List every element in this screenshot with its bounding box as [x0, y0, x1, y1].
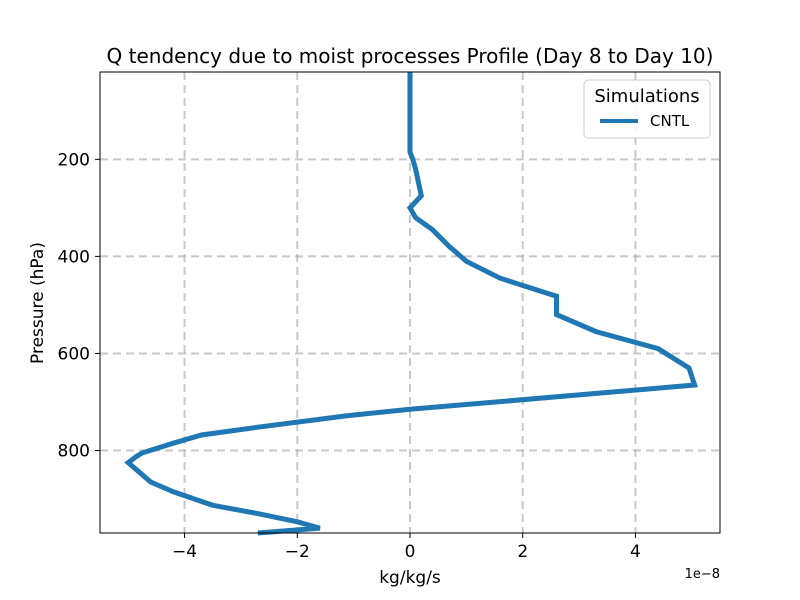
x-tick-label: 4 [630, 542, 641, 562]
x-axis-ticks: −4 −2 0 2 4 [172, 533, 641, 562]
y-axis-label: Pressure (hPa) [28, 242, 48, 364]
x-axis-label: kg/kg/s [379, 568, 441, 588]
legend-box [583, 79, 711, 139]
y-tick-label: 800 [58, 442, 90, 462]
series-line-cntl [124, 72, 698, 536]
x-tick-label: −2 [285, 542, 310, 562]
y-axis-ticks: 200 400 600 800 [58, 150, 100, 462]
x-tick-label: −4 [172, 542, 197, 562]
legend-title: Simulations [594, 86, 699, 107]
x-tick-label: 0 [405, 542, 416, 562]
grid [100, 72, 720, 533]
legend-label-cntl: CNTL [650, 112, 690, 130]
legend: Simulations CNTL [583, 79, 711, 139]
chart-title: Q tendency due to moist processes Profil… [107, 44, 714, 68]
y-tick-label: 200 [58, 150, 90, 170]
y-tick-label: 600 [58, 344, 90, 364]
series-layer [124, 72, 698, 536]
y-tick-label: 400 [58, 247, 90, 267]
x-tick-label: 2 [517, 542, 528, 562]
x-axis-scale-label: 1e−8 [685, 567, 720, 582]
